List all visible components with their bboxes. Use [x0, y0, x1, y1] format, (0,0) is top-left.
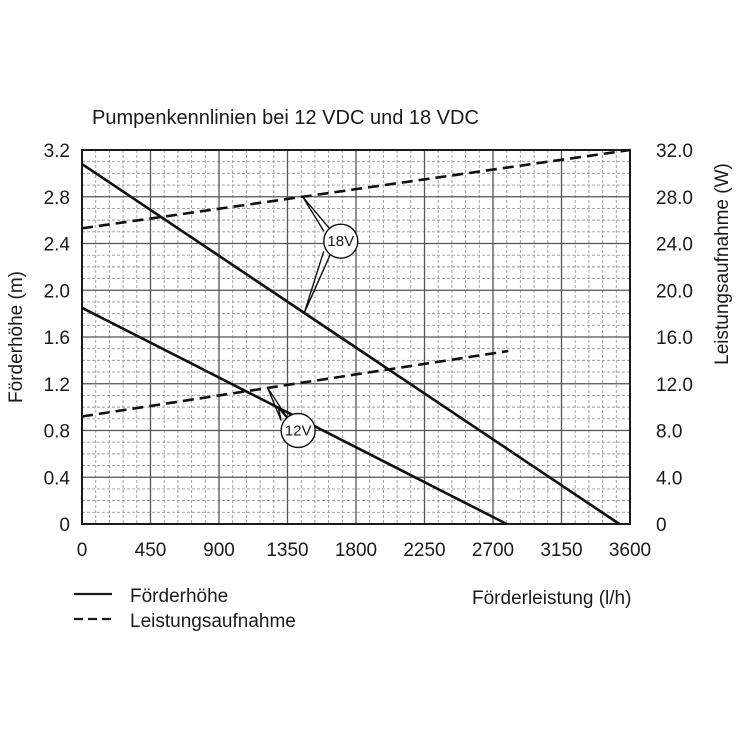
- callout-circle-12v: [280, 412, 316, 449]
- x-tick-label: 2700: [472, 540, 514, 561]
- x-tick-label: 900: [203, 540, 235, 561]
- right-y-tick-label: 16.0: [656, 328, 693, 349]
- callout-pointer: [302, 196, 333, 232]
- right-y-tick-label: 24.0: [656, 235, 693, 256]
- left-y-tick-label: 3.2: [44, 141, 70, 162]
- x-tick-label: 3150: [540, 540, 582, 561]
- x-tick-label: 3600: [609, 540, 651, 561]
- grid-major: [82, 150, 630, 524]
- x-axis-label: Förderleistung (l/h): [472, 588, 631, 609]
- right-y-tick-label: 4.0: [656, 468, 682, 489]
- x-tick-label: 1800: [335, 540, 377, 561]
- callout-pointer: [267, 387, 290, 421]
- left-y-tick-label: 1.6: [44, 328, 70, 349]
- x-axis-ticks: 0 450 900 1350 1800 2250 2700 3150 3600: [77, 540, 651, 561]
- right-y-tick-label: 32.0: [656, 141, 693, 162]
- series-layer: [81, 148, 631, 526]
- callout-pointer: [303, 250, 333, 314]
- x-tick-label: 2250: [403, 540, 445, 561]
- legend: Förderhöhe Leistungsaufnahme: [74, 586, 296, 632]
- chart-title: Pumpenkennlinien bei 12 VDC und 18 VDC: [92, 107, 479, 129]
- series-line-18v-leistungsaufnahme: [81, 148, 631, 230]
- x-tick-label: 1350: [266, 540, 308, 561]
- left-axis-label: Förderhöhe (m): [6, 271, 27, 403]
- left-y-tick-label: 0.8: [44, 422, 70, 443]
- right-axis-label: Leistungsaufnahme (W): [712, 163, 733, 365]
- callout-label-18v: 18V: [327, 233, 354, 250]
- right-y-tick-label: 20.0: [656, 281, 693, 302]
- left-y-tick-label: 0.4: [44, 468, 71, 489]
- left-y-tick-label: 1.2: [44, 375, 70, 396]
- callouts: 18V 12V: [267, 196, 359, 449]
- callout-label-12v: 12V: [285, 423, 312, 440]
- left-y-tick-label: 2.4: [44, 235, 71, 256]
- legend-label-leistungsaufnahme: Leistungsaufnahme: [130, 611, 296, 632]
- x-tick-label: 0: [77, 540, 88, 561]
- right-y-tick-label: 12.0: [656, 375, 693, 396]
- left-y-tick-label: 2.8: [44, 188, 70, 209]
- series-line-12v-leistungsaufnahme: [81, 349, 509, 418]
- left-y-tick-label: 2.0: [44, 281, 70, 302]
- right-y-tick-label: 28.0: [656, 188, 693, 209]
- right-y-tick-label: 0: [656, 515, 667, 536]
- series-line-18v-foerderhoehe: [81, 162, 621, 526]
- x-tick-label: 450: [135, 540, 167, 561]
- callout-circle-18v: [323, 223, 359, 259]
- left-axis-ticks: 0 0.4 0.8 1.2 1.6 2.0 2.4 2.8 3.2: [44, 141, 71, 536]
- right-axis-ticks: 0 4.0 8.0 12.0 16.0 20.0 24.0 28.0 32.0: [656, 141, 693, 536]
- legend-label-foerderhoehe: Förderhöhe: [130, 586, 228, 607]
- right-y-tick-label: 8.0: [656, 422, 682, 443]
- left-y-tick-label: 0: [59, 515, 70, 536]
- plot-frame: [81, 149, 631, 525]
